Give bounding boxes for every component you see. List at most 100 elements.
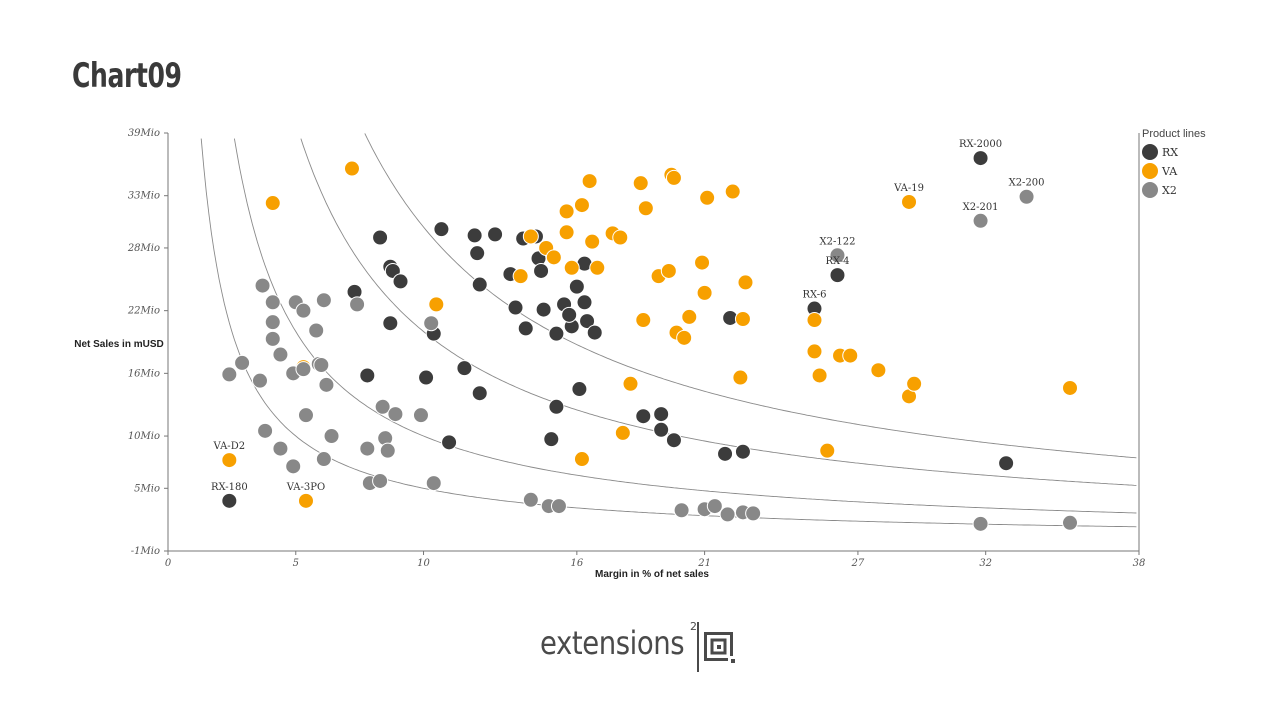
- x-tick-label: 38: [1133, 558, 1146, 569]
- reference-curve: [233, 138, 1137, 514]
- point-annotation: X2-201: [963, 202, 999, 213]
- data-point-x2: [313, 356, 330, 373]
- data-point-va: [581, 173, 598, 190]
- data-point-va: [637, 200, 654, 217]
- data-points: [221, 150, 1079, 532]
- data-point-va: [806, 312, 823, 329]
- data-point-va: [724, 183, 741, 200]
- data-point-x2: [673, 502, 690, 519]
- data-point-rx: [734, 443, 751, 460]
- y-tick-label: 22Mio: [127, 306, 160, 317]
- logo-superscript: 2: [690, 620, 697, 633]
- data-point-va: [573, 451, 590, 468]
- data-point-x2: [272, 346, 289, 363]
- data-point-va: [622, 375, 639, 392]
- data-point-x2: [829, 247, 846, 264]
- data-point-va: [558, 203, 575, 220]
- data-point-rx: [535, 301, 552, 318]
- data-point-x2: [550, 498, 567, 515]
- point-annotation: RX-4: [825, 256, 849, 267]
- point-annotation: VA-19: [893, 183, 924, 194]
- data-point-rx: [418, 369, 435, 386]
- data-point-va: [1062, 379, 1079, 396]
- y-tick-label: 28Mio: [127, 243, 160, 254]
- data-point-va: [297, 492, 314, 509]
- data-point-va: [901, 193, 918, 210]
- legend: Product lines RX VA X2: [1142, 128, 1206, 198]
- page-title: Chart09: [72, 56, 182, 96]
- x-tick-label: 16: [570, 558, 583, 569]
- data-point-x2: [719, 506, 736, 523]
- data-point-x2: [972, 212, 989, 229]
- data-point-rx: [392, 273, 409, 290]
- data-point-x2: [221, 366, 238, 383]
- point-annotation: RX-180: [211, 482, 248, 493]
- data-point-va: [343, 160, 360, 177]
- data-point-rx: [433, 221, 450, 238]
- data-point-x2: [522, 491, 539, 508]
- reference-curve: [300, 138, 1137, 486]
- point-annotation: VA-3PO: [286, 482, 325, 493]
- data-point-va: [428, 296, 445, 313]
- data-point-x2: [387, 406, 404, 423]
- data-point-va: [563, 259, 580, 276]
- data-point-va: [512, 268, 529, 285]
- data-point-x2: [264, 330, 281, 347]
- data-point-x2: [425, 475, 442, 492]
- data-point-va: [558, 224, 575, 241]
- data-point-rx: [487, 226, 504, 243]
- data-point-va: [681, 308, 698, 325]
- data-point-rx: [469, 245, 486, 262]
- point-labels: VA-D2 RX-180 VA-3PO RX-6 RX-4 X2-122 VA-19 RX-2…: [211, 139, 1045, 493]
- y-axis-ticks: -1Mio 5Mio 10Mio 16Mio 22Mio 28Mio 33Mio 39Mio: [127, 128, 168, 557]
- y-tick-label: -1Mio: [131, 546, 160, 557]
- data-point-rx: [998, 455, 1015, 472]
- data-point-x2: [374, 398, 391, 415]
- data-point-va: [522, 228, 539, 245]
- data-point-va: [665, 169, 682, 186]
- data-point-x2: [349, 296, 366, 313]
- data-point-x2: [264, 314, 281, 331]
- data-point-x2: [264, 294, 281, 311]
- data-point-x2: [297, 407, 314, 424]
- data-point-rx: [471, 385, 488, 402]
- y-tick-label: 16Mio: [128, 368, 160, 379]
- data-point-rx: [533, 262, 550, 279]
- data-point-rx: [517, 320, 534, 337]
- reference-curve: [364, 133, 1137, 459]
- point-annotation: VA-D2: [213, 441, 246, 452]
- data-point-x2: [412, 407, 429, 424]
- data-point-va: [694, 254, 711, 271]
- data-point-va: [699, 189, 716, 206]
- x-axis-title: Margin in % of net sales: [595, 569, 709, 580]
- data-point-va: [906, 375, 923, 392]
- data-point-rx: [829, 267, 846, 284]
- data-point-va: [732, 369, 749, 386]
- legend-marker-va: [1142, 163, 1158, 179]
- data-point-x2: [706, 498, 723, 515]
- data-point-va: [584, 233, 601, 250]
- axes: [167, 133, 1140, 552]
- data-point-va: [842, 347, 859, 364]
- data-point-va: [264, 195, 281, 212]
- data-point-rx: [441, 434, 458, 451]
- y-tick-label: 5Mio: [134, 483, 160, 494]
- data-point-x2: [251, 372, 268, 389]
- data-point-va: [635, 312, 652, 329]
- legend-label-va: VA: [1161, 165, 1178, 178]
- data-point-rx: [466, 227, 483, 244]
- data-point-x2: [295, 302, 312, 319]
- data-point-x2: [372, 472, 389, 489]
- data-point-va: [614, 424, 631, 441]
- y-tick-label: 33Mio: [128, 191, 160, 202]
- data-point-rx: [543, 431, 560, 448]
- data-point-x2: [308, 322, 325, 339]
- data-point-rx: [382, 315, 399, 332]
- reference-curves: [200, 133, 1137, 528]
- legend-marker-rx: [1142, 144, 1158, 160]
- logo-mark-icon: [704, 632, 736, 664]
- data-point-va: [612, 229, 629, 246]
- data-point-rx: [717, 445, 734, 462]
- data-point-x2: [318, 376, 335, 393]
- data-point-rx: [568, 278, 585, 295]
